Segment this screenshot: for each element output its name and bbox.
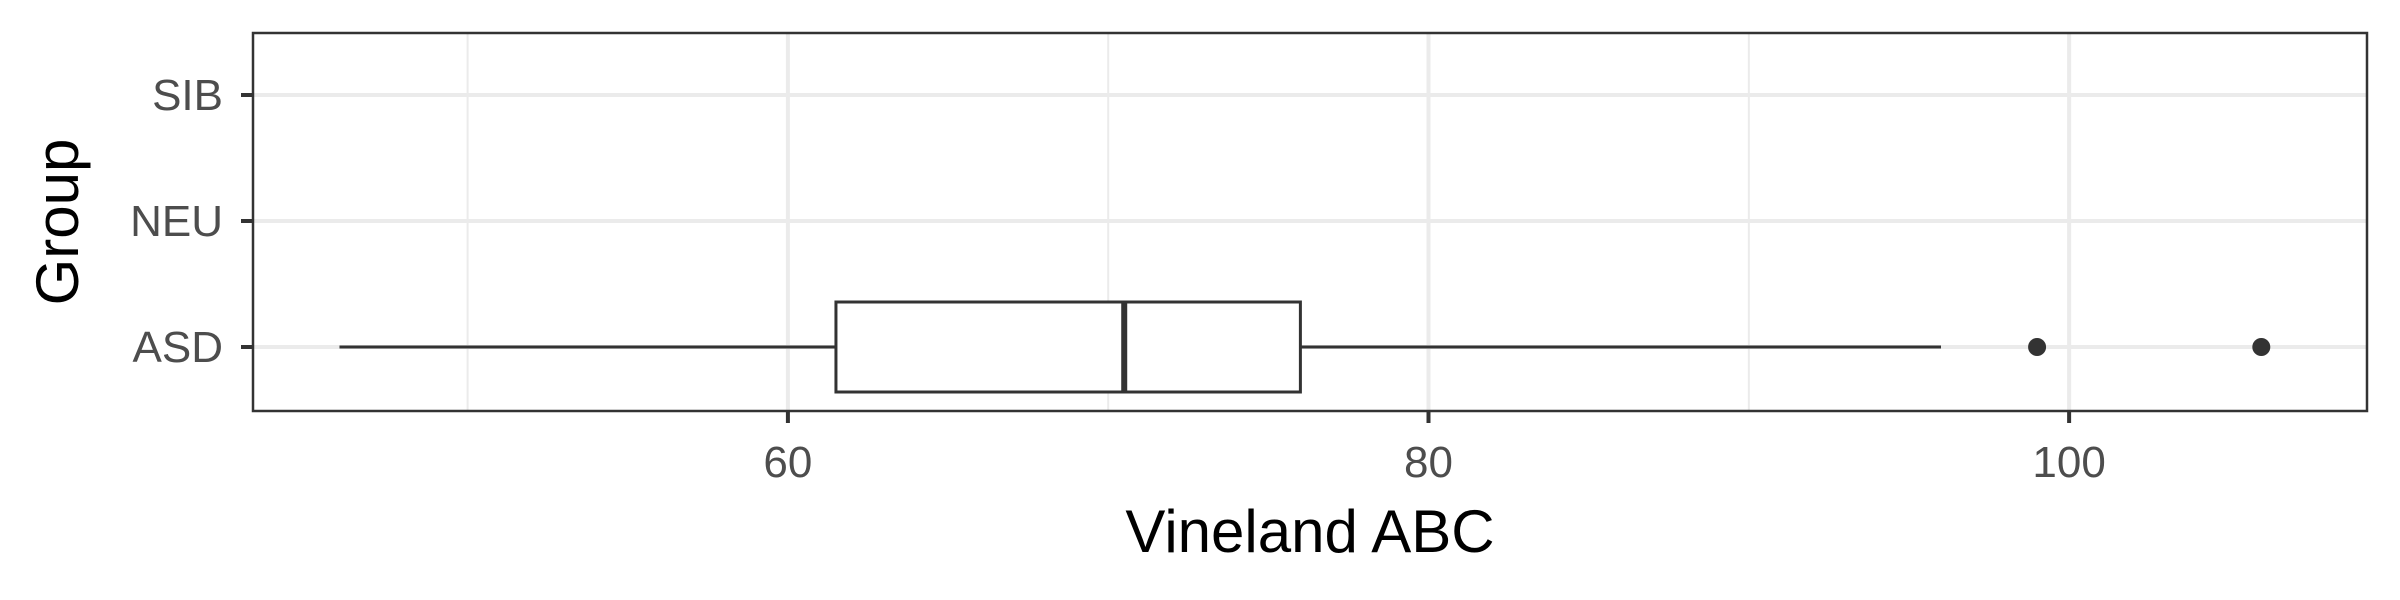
x-tick-label: 100 bbox=[2032, 438, 2105, 487]
axis-layer: ASD NEU SIB 60 80 100 bbox=[130, 71, 2106, 487]
marks-layer bbox=[339, 300, 2271, 394]
iqr-box bbox=[834, 300, 1302, 394]
x-tick-label: 80 bbox=[1404, 438, 1453, 487]
x-tick-label: 60 bbox=[763, 438, 812, 487]
y-tick-label: ASD bbox=[133, 323, 223, 372]
y-tick-label: NEU bbox=[130, 197, 223, 246]
grid-layer bbox=[253, 33, 2367, 411]
y-tick-label: SIB bbox=[152, 71, 223, 120]
outlier-point bbox=[2028, 338, 2047, 356]
outlier-point bbox=[2252, 338, 2271, 356]
y-axis-title: Group bbox=[24, 139, 91, 306]
x-axis-title: Vineland ABC bbox=[1125, 498, 1494, 565]
